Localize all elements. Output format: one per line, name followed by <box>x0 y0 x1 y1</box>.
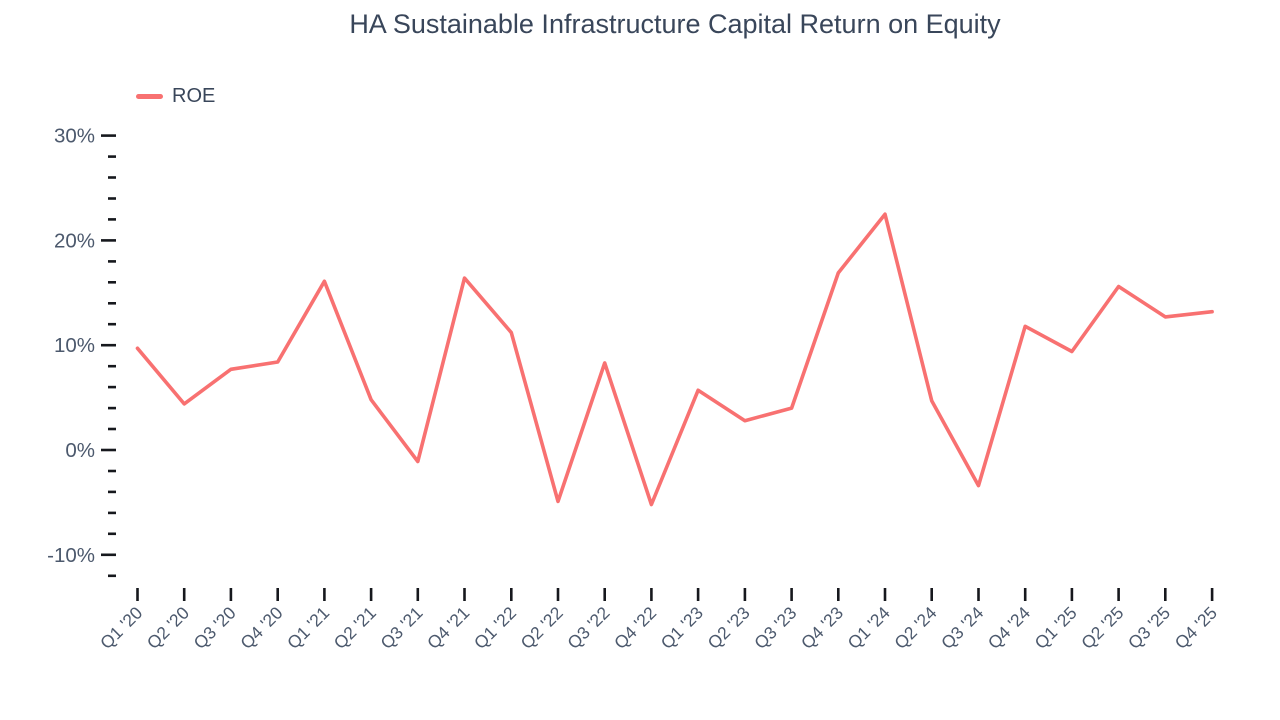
y-axis: 30% 20% 10% 0% -10% <box>47 125 116 578</box>
svg-text:Q4 '21: Q4 '21 <box>423 603 473 653</box>
svg-text:Q2 '23: Q2 '23 <box>704 603 754 653</box>
svg-text:Q3 '20: Q3 '20 <box>190 602 240 652</box>
svg-text:Q1 '25: Q1 '25 <box>1031 603 1081 653</box>
svg-text:Q2 '20: Q2 '20 <box>143 602 193 652</box>
svg-text:Q3 '24: Q3 '24 <box>937 602 987 652</box>
svg-text:30%: 30% <box>54 125 95 148</box>
svg-text:10%: 10% <box>54 334 95 357</box>
svg-text:Q2 '22: Q2 '22 <box>517 603 567 653</box>
svg-text:Q3 '23: Q3 '23 <box>750 603 800 653</box>
svg-text:Q3 '22: Q3 '22 <box>563 603 613 653</box>
legend-roe-label: ROE <box>172 85 216 107</box>
svg-text:0%: 0% <box>65 439 95 462</box>
roe-line-series <box>135 212 1214 507</box>
svg-text:Q1 '24: Q1 '24 <box>844 602 894 652</box>
svg-text:-10%: -10% <box>47 544 95 567</box>
svg-text:Q2 '24: Q2 '24 <box>890 602 940 652</box>
svg-text:Q2 '21: Q2 '21 <box>330 603 380 653</box>
svg-text:Q1 '22: Q1 '22 <box>470 603 520 653</box>
legend: ROE <box>136 85 215 108</box>
svg-text:Q1 '20: Q1 '20 <box>96 602 146 652</box>
svg-text:Q4 '20: Q4 '20 <box>236 602 286 652</box>
svg-text:Q2 '25: Q2 '25 <box>1077 603 1127 653</box>
chart-title: HA Sustainable Infrastructure Capital Re… <box>349 9 1001 39</box>
svg-text:Q1 '23: Q1 '23 <box>657 603 707 653</box>
svg-text:Q3 '25: Q3 '25 <box>1124 603 1174 653</box>
svg-text:Q4 '24: Q4 '24 <box>984 602 1034 652</box>
svg-text:Q4 '22: Q4 '22 <box>610 603 660 653</box>
svg-text:Q1 '21: Q1 '21 <box>283 603 333 653</box>
svg-text:Q4 '25: Q4 '25 <box>1171 603 1221 653</box>
svg-text:Q3 '21: Q3 '21 <box>376 603 426 653</box>
svg-text:20%: 20% <box>54 229 95 252</box>
legend-roe-swatch-icon <box>136 94 163 99</box>
svg-text:Q4 '23: Q4 '23 <box>797 603 847 653</box>
